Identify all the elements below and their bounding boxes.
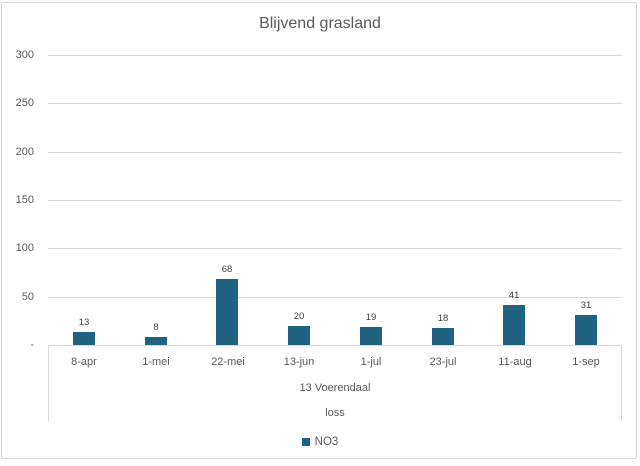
gridline	[48, 103, 622, 104]
bar	[503, 305, 525, 345]
x-axis-tick-label: 8-apr	[71, 356, 97, 368]
y-axis-tick-label: 250	[15, 97, 34, 109]
bar-value-label: 8	[153, 322, 159, 333]
bar	[145, 337, 167, 345]
y-axis-tick-label: 200	[15, 146, 34, 158]
legend-label: NO3	[314, 436, 339, 448]
x-axis-tick-label: 1-sep	[572, 356, 600, 368]
chart-title: Blijvend grasland	[259, 15, 381, 32]
gridline	[48, 200, 622, 201]
category-axis-box	[48, 345, 622, 421]
bar-value-label: 20	[293, 311, 305, 322]
bar	[432, 328, 454, 345]
x-axis-tick-label: 11-aug	[498, 356, 532, 368]
y-axis-tick-label: 150	[15, 194, 34, 206]
bar-value-label: 13	[78, 317, 90, 328]
bar	[360, 327, 382, 345]
gridline	[48, 297, 622, 298]
y-axis-tick-label: 100	[15, 242, 34, 254]
x-axis-tick-label: 23-jul	[429, 356, 457, 368]
axis-group-label-location: 13 Voerendaal	[299, 382, 371, 394]
x-axis-tick-label: 13-jun	[283, 356, 315, 368]
bar	[216, 279, 238, 345]
axis-group-label-field: loss	[325, 407, 345, 419]
x-axis-tick-label: 1-jul	[360, 356, 382, 368]
gridline	[48, 248, 622, 249]
bar-value-label: 19	[365, 312, 377, 323]
y-axis-tick-label: 50	[21, 291, 34, 303]
bar	[73, 332, 95, 345]
gridline	[48, 55, 622, 56]
legend-swatch-no3	[301, 438, 310, 446]
x-axis-tick-label: 22-mei	[211, 356, 245, 368]
bar-value-label: 41	[508, 290, 520, 301]
x-axis-tick-label: 1-mei	[142, 356, 170, 368]
chart-area-border	[1, 2, 637, 459]
bar	[575, 315, 597, 345]
y-axis-tick-label: -	[30, 339, 34, 351]
y-axis-tick-label: 300	[15, 49, 34, 61]
bar-value-label: 31	[580, 300, 592, 311]
gridline	[48, 152, 622, 153]
bar	[288, 326, 310, 345]
bar-value-label: 68	[221, 264, 233, 275]
legend: NO3	[0, 434, 640, 450]
bar-value-label: 18	[437, 313, 449, 324]
